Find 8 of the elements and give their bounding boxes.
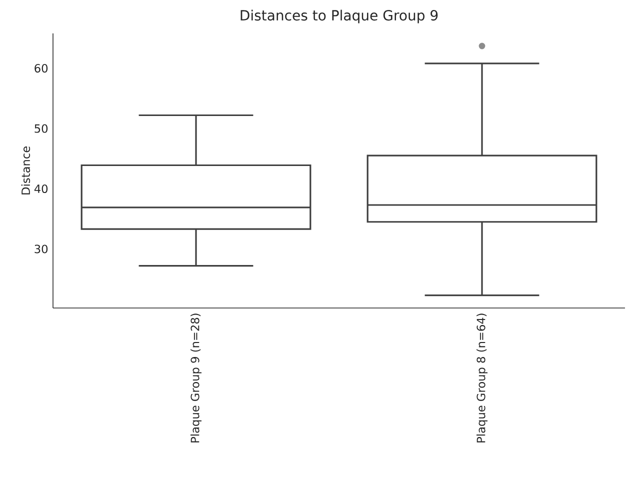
y-tick-label: 40	[34, 184, 48, 194]
y-tick-label: 30	[34, 244, 48, 254]
chart-title: Distances to Plaque Group 9	[240, 10, 438, 24]
x-tick-label: Plaque Group 8 (n=64)	[476, 314, 488, 442]
y-axis-title: Distance	[21, 146, 30, 194]
y-tick-label: 60	[34, 64, 48, 73]
y-tick-label: 50	[34, 124, 48, 133]
x-tick-label: Plaque Group 9 (n=28)	[190, 314, 202, 442]
